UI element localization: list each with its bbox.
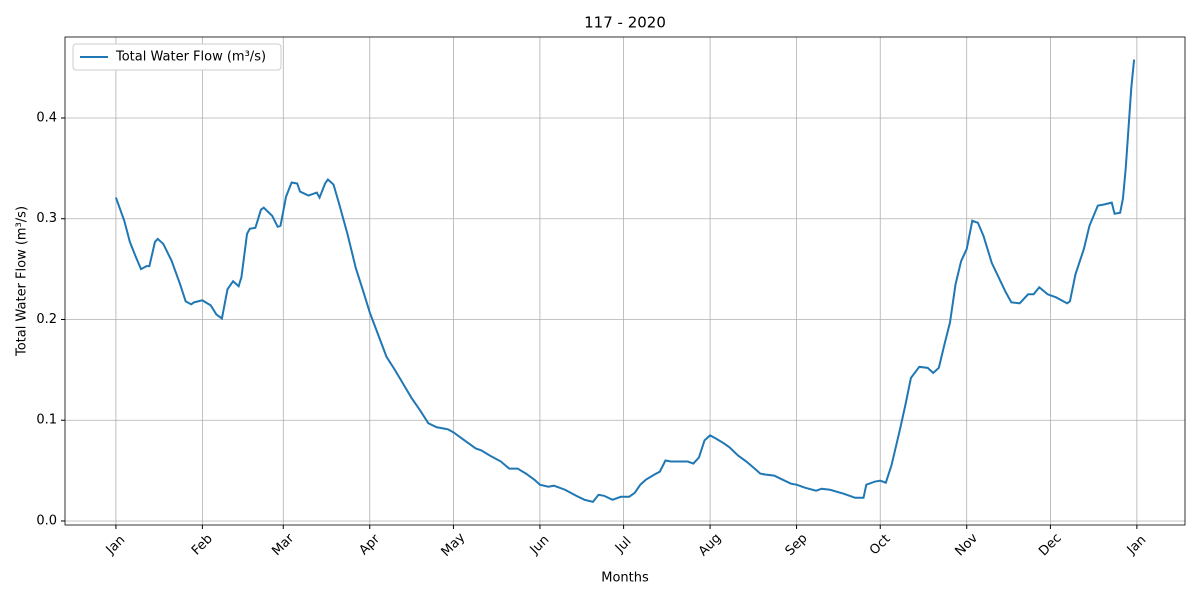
x-tick-label: Jul — [612, 534, 634, 556]
legend-label: Total Water Flow (m³/s) — [115, 50, 266, 65]
x-tick-label: Dec — [1036, 531, 1064, 559]
x-tick-label: Feb — [189, 532, 216, 559]
x-tick-label: Oct — [867, 532, 894, 559]
data-line — [114, 59, 1136, 503]
y-tick-label: 0.2 — [36, 312, 57, 327]
y-axis-label: Total Water Flow (m³/s) — [15, 206, 30, 357]
x-tick-label: Apr — [356, 531, 383, 558]
y-tick-label: 0.3 — [36, 211, 57, 226]
plot-frame — [64, 36, 1186, 526]
legend-box — [72, 43, 282, 71]
x-tick-label: Nov — [952, 531, 981, 560]
y-tick-label: 0.4 — [36, 110, 57, 125]
x-tick-label: Jun — [527, 533, 553, 559]
y-tick-label: 0.0 — [36, 513, 57, 528]
x-tick-label: Mar — [269, 531, 297, 559]
x-tick-label: Jan — [103, 533, 128, 558]
legend: Total Water Flow (m³/s) — [72, 43, 282, 71]
x-axis-label: Months — [601, 571, 649, 586]
x-tick-label: Aug — [696, 531, 725, 560]
x-tick-label: Sep — [783, 531, 811, 559]
y-tick-label: 0.1 — [36, 413, 57, 428]
chart-title: 117 - 2020 — [584, 14, 666, 32]
x-tick-label: Jan — [1124, 533, 1149, 558]
x-tick-label: May — [439, 530, 469, 560]
